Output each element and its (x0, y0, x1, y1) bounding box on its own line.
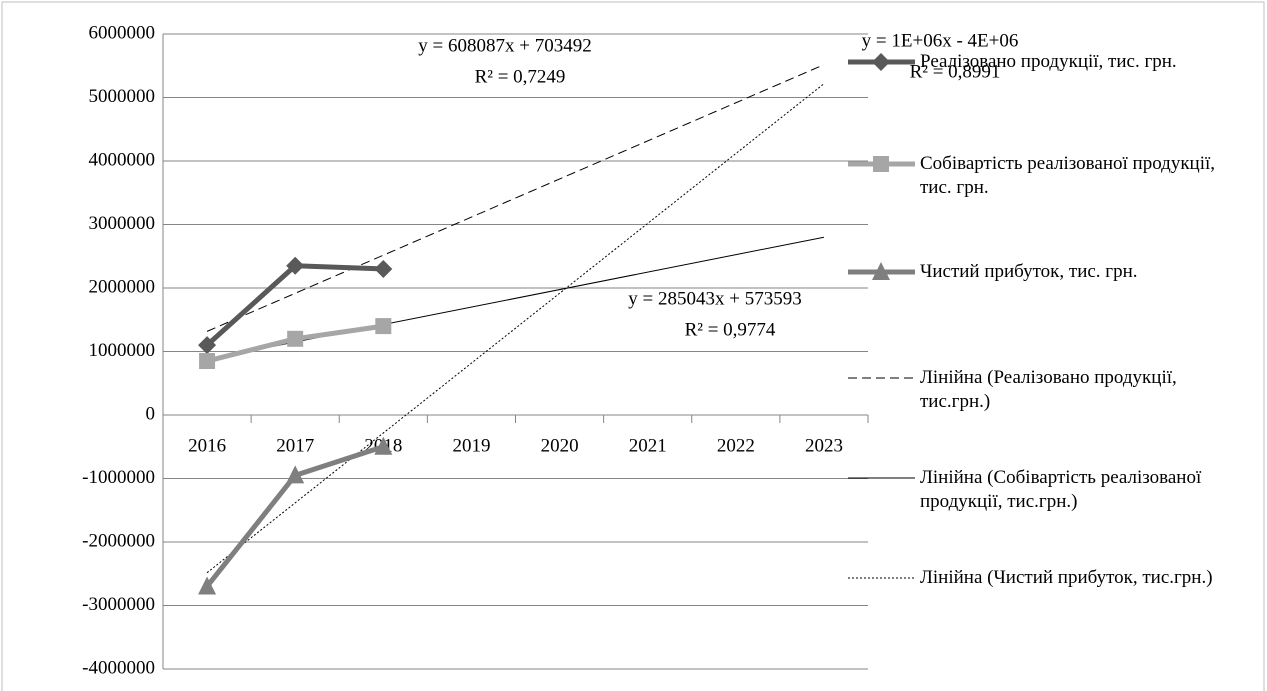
legend-label: Лінійна (Собівартість реалізованої проду… (920, 467, 1202, 512)
marker (375, 318, 392, 335)
marker (374, 259, 393, 278)
trend-equation: y = 1E+06x - 4E+06 (862, 30, 1019, 51)
x-tick-label: 2023 (805, 435, 843, 456)
marker (199, 353, 216, 370)
x-tick-label: 2016 (188, 435, 226, 456)
marker (198, 576, 217, 595)
legend-label: Лінійна (Чистий прибуток, тис.грн.) (920, 567, 1213, 588)
y-tick-label: -3000000 (82, 594, 155, 615)
x-tick-label: 2021 (629, 435, 667, 456)
marker (286, 256, 305, 275)
marker (374, 436, 393, 455)
x-tick-label: 2017 (276, 435, 314, 456)
trend-equation: R² = 0,9774 (685, 319, 776, 340)
trend-equation: R² = 0,7249 (475, 66, 566, 87)
legend-marker (873, 156, 889, 172)
trend-equation: R² = 0,8991 (910, 61, 1001, 82)
y-tick-label: 4000000 (89, 149, 156, 170)
trend-equation: y = 608087x + 703492 (418, 35, 591, 56)
legend-label: Чистий прибуток, тис. грн. (920, 261, 1138, 282)
x-tick-label: 2020 (541, 435, 579, 456)
y-tick-label: 3000000 (89, 213, 156, 234)
legend-label: Лінійна (Реалізовано продукції, тис.грн.… (920, 367, 1177, 412)
y-tick-label: 0 (146, 403, 156, 424)
y-tick-label: 6000000 (89, 22, 156, 43)
y-tick-label: -4000000 (82, 657, 155, 678)
marker (286, 465, 305, 484)
x-tick-label: 2022 (717, 435, 755, 456)
legend-marker (872, 262, 890, 280)
legend-label: Реалізовано продукції, тис. грн. (920, 51, 1177, 72)
trendline (206, 83, 825, 574)
trendline (206, 64, 825, 332)
x-tick-label: 2019 (452, 435, 490, 456)
y-tick-label: 5000000 (89, 86, 156, 107)
legend-marker (872, 53, 890, 71)
y-tick-label: 1000000 (89, 340, 156, 361)
trend-equation: y = 285043x + 573593 (628, 288, 801, 309)
y-tick-label: 2000000 (89, 276, 156, 297)
y-tick-label: -1000000 (82, 467, 155, 488)
marker (198, 336, 217, 355)
marker (287, 330, 304, 347)
legend-label: Собівартість реалізованої продукції, тис… (920, 153, 1216, 198)
y-tick-label: -2000000 (82, 530, 155, 551)
